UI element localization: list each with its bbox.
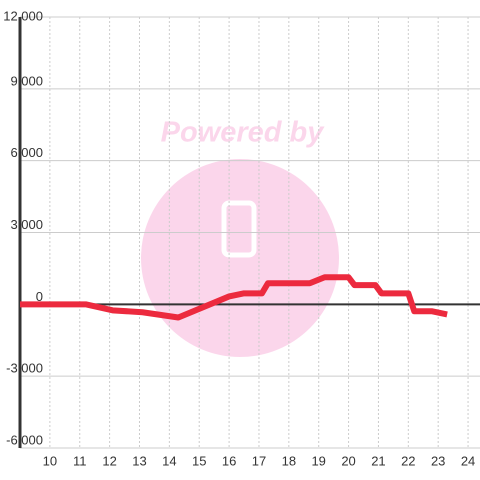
data-line bbox=[20, 274, 448, 321]
x-tick-label: 13 bbox=[132, 453, 146, 468]
y-tick-label: 3,000 bbox=[10, 217, 43, 232]
y-tick-label: -6,000 bbox=[6, 432, 43, 447]
y-tick-label: 6,000 bbox=[10, 145, 43, 160]
x-tick-label: 19 bbox=[311, 453, 325, 468]
y-tick-label: 9,000 bbox=[10, 73, 43, 88]
x-tick-label: 24 bbox=[461, 453, 475, 468]
y-tick-label: -3,000 bbox=[6, 361, 43, 376]
x-tick-label: 20 bbox=[341, 453, 355, 468]
x-tick-label: 15 bbox=[192, 453, 206, 468]
x-tick-label: 21 bbox=[371, 453, 385, 468]
x-tick-label: 22 bbox=[401, 453, 415, 468]
watermark-icon bbox=[221, 200, 257, 258]
watermark: Powered by bbox=[141, 117, 339, 357]
y-tick-label: 12,000 bbox=[3, 8, 43, 23]
x-tick-label: 12 bbox=[102, 453, 116, 468]
x-tick-label: 11 bbox=[73, 453, 87, 468]
x-tick-label: 18 bbox=[282, 453, 296, 468]
x-tick-label: 16 bbox=[222, 453, 236, 468]
watermark-text: Powered by bbox=[161, 117, 326, 149]
watermark-circle bbox=[141, 159, 339, 357]
y-tick-label: 0 bbox=[36, 289, 43, 304]
x-tick-label: 23 bbox=[431, 453, 445, 468]
x-tick-label: 10 bbox=[43, 453, 57, 468]
x-tick-label: 17 bbox=[252, 453, 266, 468]
x-tick-label: 14 bbox=[162, 453, 176, 468]
